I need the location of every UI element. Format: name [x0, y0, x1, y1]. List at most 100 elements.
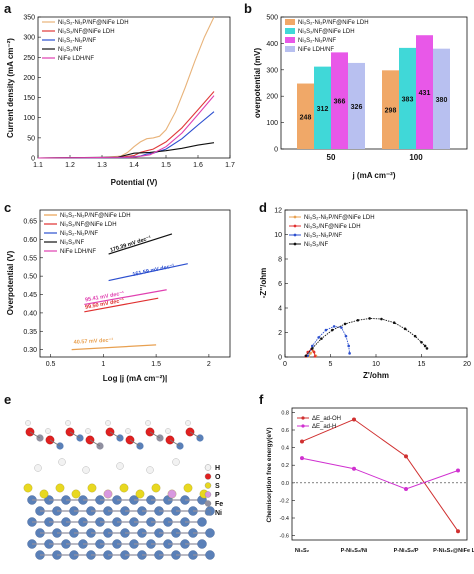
atom-ni: [197, 539, 207, 549]
panel-b-bar: [348, 62, 365, 149]
atom-p: [167, 489, 177, 499]
panel-b-ytick-label: 400: [266, 41, 278, 48]
panel-f-ytick-label: 0.0: [281, 481, 289, 487]
panel-c-ytick-label: 0.30: [23, 347, 37, 354]
panel-d-data-point: [309, 352, 312, 355]
element-legend-swatch: [204, 464, 212, 471]
panel-d-legend: Ni₃S₂-Ni₂P/NF@NiFe LDH Ni₃S₂/NF@NiFe LDH N…: [289, 215, 375, 248]
panel-b-legend-label: NiFe LDH/NF: [298, 47, 334, 53]
panel-b-bar: [314, 66, 331, 149]
panel-c-fit-line: [108, 233, 173, 255]
atom-bond: [169, 439, 181, 447]
panel-f-legend-label: ΔE_ad-OH: [312, 416, 341, 422]
atom-s: [87, 483, 97, 493]
panel-b-category-label: 100: [409, 153, 423, 162]
panel-f-ticks: -0.6 -0.4 -0.2 0.0 0.2 0.4 0.6 0.8 Ni₃S₂ P-Ni₃S₂/…: [280, 410, 474, 554]
panel-d-ylabel: -Z''/ohm: [259, 268, 268, 298]
panel-d: d 0 5 10 15 20 0 2 4 6 8 10 12 Ni₃S₂-Ni₂P/NF@NiFe L…: [259, 200, 471, 380]
element-legend-label: H: [215, 465, 220, 472]
panel-b-bar: [433, 48, 450, 149]
panel-a-series-line: [37, 16, 215, 159]
panel-d-data-point: [425, 347, 429, 350]
atom-ni: [205, 528, 215, 538]
atom-h: [146, 466, 154, 474]
element-legend-swatch: [204, 491, 212, 498]
atom-ni: [205, 550, 215, 560]
panel-d-data-point: [344, 334, 348, 338]
panel-b-xlabel: j (mA cm⁻²): [351, 171, 395, 180]
panel-b-legend-label: Ni₃S₂/NF@NiFe LDH: [298, 29, 355, 35]
panel-b-legend-swatch: [285, 28, 295, 34]
panel-c-frame: [39, 209, 231, 358]
panel-f-series-line: [301, 418, 459, 532]
element-legend-swatch: [204, 500, 212, 507]
panel-a-ytick-label: 100: [23, 115, 35, 122]
panel-c-fit-line: [84, 289, 167, 306]
panel-d-data-point: [312, 350, 316, 354]
panel-f-legend-marker: [301, 416, 305, 420]
panel-d-legend-marker: [293, 233, 297, 237]
panel-b-legend: Ni₃S₂-Ni₂P/NF@NiFe LDH Ni₃S₂/NF@NiFe LDH N…: [285, 19, 369, 53]
panel-b-bar: [297, 83, 314, 149]
panel-a: a 1.1 1.2 1.3 1.4 1.5 1.6 1.7 0 50 100 150 200 250 30…: [4, 1, 235, 187]
panel-c-xtick-label: 1: [101, 361, 105, 368]
element-legend-label: Ni: [215, 510, 222, 517]
panel-a-xtick-label: 1.7: [225, 162, 235, 169]
panel-c-xlabel: Log |j (mA cm⁻²)|: [103, 374, 167, 383]
panel-f-data-point: [456, 468, 460, 473]
atom-s: [55, 483, 65, 493]
panel-b-ticks: 0 100 200 300 400 500 50 100: [266, 15, 423, 163]
panel-a-curves: [37, 16, 215, 159]
panel-d-legend-label: Ni₃S₂/NF@NiFe LDH: [304, 224, 361, 230]
atom-bond: [189, 431, 201, 439]
panel-d-data-point: [380, 317, 383, 321]
panel-d-data-point: [304, 354, 308, 358]
panel-a-ytick-label: 150: [23, 95, 35, 102]
panel-d-data-point: [356, 318, 360, 322]
panel-f-category-label: P-Ni₃S₂/Ni: [341, 548, 368, 554]
element-legend-label: S: [215, 483, 220, 490]
panel-f-data-point: [300, 456, 304, 461]
panel-b-bar: [331, 52, 348, 149]
panel-d-data-point: [413, 334, 417, 338]
panel-a-xtick-label: 1.5: [161, 162, 171, 169]
panel-b-legend-swatch: [285, 19, 295, 25]
panel-c-slope-annotation: 170.39 mV dec⁻¹: [109, 234, 152, 254]
panel-d-ytick-label: 8: [278, 257, 282, 264]
panel-d-data-point: [311, 347, 314, 350]
atom-s: [183, 483, 193, 493]
panel-b-bar-value: 326: [351, 104, 363, 111]
atom-bond: [69, 431, 81, 439]
panel-f-frame: [291, 407, 468, 541]
panel-b-bar-value: 298: [385, 108, 397, 115]
panel-c: c 0.5 1 1.5 20.300.350.400.450.500.550.600.…: [4, 200, 231, 383]
panel-d-ytick-label: 10: [274, 232, 282, 239]
panel-d-legend-label: Ni₃S₂/NF: [304, 242, 328, 248]
panel-d-data-point: [343, 322, 347, 326]
panel-d-xtick-label: 5: [329, 361, 333, 368]
panel-d-data-point: [324, 328, 328, 332]
atom-h: [45, 428, 51, 434]
atom-p: [103, 489, 113, 499]
atom-bond: [29, 431, 41, 439]
panel-c-xtick-label: 0.5: [46, 361, 56, 368]
panel-b-bar-value: 431: [419, 90, 431, 97]
panel-d-data-point: [306, 354, 310, 358]
panel-f-legend-marker: [301, 424, 305, 428]
panel-a-series-line: [37, 95, 215, 159]
panel-d-data-point: [332, 325, 336, 328]
atom-h: [34, 464, 42, 472]
panel-d-ytick-label: 0: [278, 355, 282, 362]
panel-f-letter: f: [259, 392, 264, 407]
panel-b-ytick-label: 200: [266, 94, 278, 101]
atom-h: [145, 420, 151, 426]
panel-a-ytick-label: 300: [23, 35, 35, 42]
panel-f-ytick-label: 0.4: [281, 446, 289, 452]
panel-d-data-point: [313, 355, 317, 358]
panel-b-frame: [280, 16, 468, 150]
atom-bond: [149, 431, 161, 439]
panel-a-series-line: [37, 111, 215, 159]
panel-a-xlabel: Potential (V): [111, 178, 158, 187]
